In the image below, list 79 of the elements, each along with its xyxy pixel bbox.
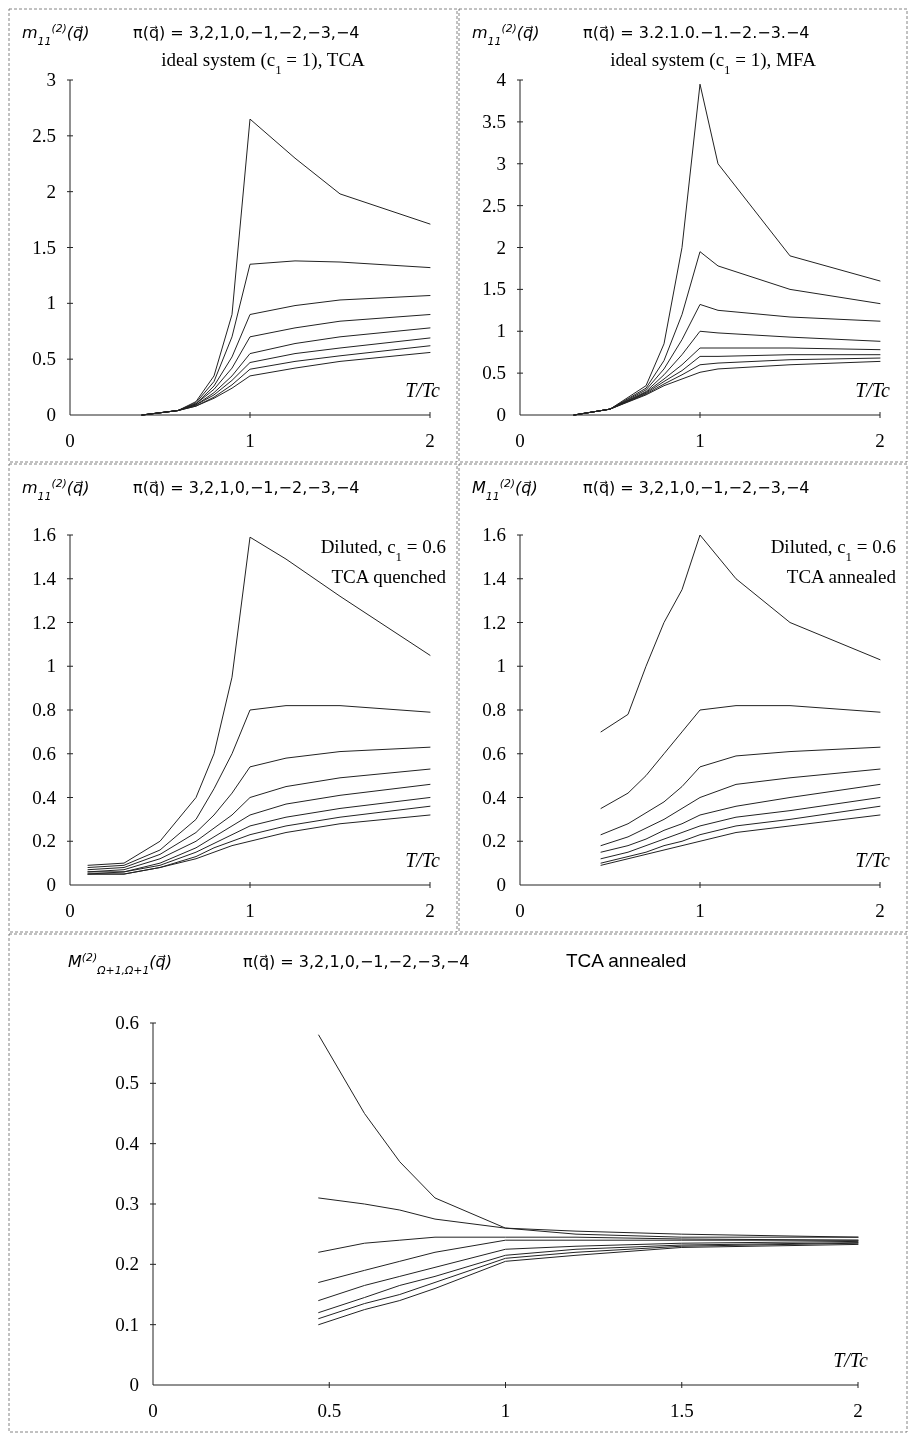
y-tick-label: 0 [496, 404, 506, 425]
y-tick-label: 1.4 [32, 567, 57, 589]
x-tick-label: 1 [245, 900, 255, 921]
y-tick-label: 0.4 [482, 786, 507, 808]
x-tick-label: 0 [148, 1400, 158, 1421]
y-tick-label: 0.6 [32, 742, 56, 764]
y-tick-label: 0 [129, 1374, 139, 1395]
y-tick-label: 0.4 [115, 1132, 140, 1154]
y-tick-label: 0.6 [482, 742, 506, 764]
y-tick-label: 2 [496, 236, 506, 258]
x-tick-label: 0 [515, 900, 525, 921]
y-tick-label: 0.8 [482, 699, 506, 720]
x-tick-label: 2 [425, 430, 435, 451]
y-tick-label: 1.6 [482, 524, 506, 545]
y-tick-label: 2 [46, 180, 56, 202]
x-tick-label: 2 [853, 1400, 863, 1421]
x-axis-title: T/Tc [855, 849, 891, 871]
chart-subtitle: ideal system (c$_{1}$ = 1), MFA [610, 49, 817, 77]
chart-title: π(q⃗) = 3,2,1,0,−1,−2,−3,−4 [243, 952, 470, 971]
x-tick-label: 0.5 [317, 1400, 342, 1421]
y-tick-label: 1.5 [482, 278, 506, 300]
chart-subtitle: Diluted, c$_{1}$ = 0.6 [770, 536, 896, 564]
y-tick-label: 0.6 [115, 1012, 139, 1033]
chart-subtitle: TCA annealed [566, 950, 687, 971]
y-tick-label: 0.5 [482, 362, 506, 384]
x-axis-title: T/Tc [855, 379, 891, 401]
y-tick-label: 1 [46, 292, 56, 314]
y-axis-title: m$_{11}$$^{(2)}$(q⃗) [472, 21, 540, 48]
y-tick-label: 0.3 [115, 1193, 139, 1214]
x-tick-label: 1 [695, 900, 705, 921]
annotation: TCA quenched [331, 566, 447, 587]
y-tick-label: 0.5 [32, 348, 56, 370]
y-tick-label: 3 [496, 152, 506, 174]
y-axis-title: m$_{11}$$^{(2)}$(q⃗) [22, 21, 90, 48]
y-tick-label: 0.4 [32, 786, 57, 808]
x-tick-label: 2 [875, 900, 885, 921]
y-tick-label: 0.2 [32, 830, 56, 852]
chart-title: π(q⃗) = 3,2,1,0,−1,−2,−3,−4 [133, 23, 360, 42]
y-axis-title: M$^{(2)}$$_{Ω+1,Ω+1}$(q⃗) [68, 950, 172, 977]
x-tick-label: 2 [875, 430, 885, 451]
y-tick-label: 3.5 [482, 110, 506, 132]
x-tick-label: 0 [65, 430, 75, 451]
x-axis-title: T/Tc [405, 849, 441, 871]
chart-subtitle: ideal system (c$_{1}$ = 1), TCA [161, 49, 366, 77]
x-tick-label: 0 [515, 430, 525, 451]
chart-title: π(q⃗) = 3,2,1,0,−1,−2,−3,−4 [583, 478, 810, 497]
y-tick-label: 1 [46, 655, 56, 677]
y-tick-label: 1 [496, 655, 506, 677]
y-tick-label: 0.2 [482, 830, 506, 852]
x-axis-title: T/Tc [833, 1349, 869, 1371]
y-axis-title: M$_{11}$$^{(2)}$(q⃗) [472, 476, 538, 503]
y-tick-label: 0.5 [115, 1072, 139, 1094]
chart-title: π(q⃗) = 3,2,1,0,−1,−2,−3,−4 [133, 478, 360, 497]
y-tick-label: 0 [496, 874, 506, 895]
y-tick-label: 1.4 [482, 567, 507, 589]
y-tick-label: 3 [46, 69, 56, 90]
y-tick-label: 1.2 [32, 611, 56, 633]
chart-subtitle: Diluted, c$_{1}$ = 0.6 [320, 536, 446, 564]
x-tick-label: 2 [425, 900, 435, 921]
y-tick-label: 1.6 [32, 524, 56, 545]
y-tick-label: 2.5 [32, 124, 56, 146]
x-axis-title: T/Tc [405, 379, 441, 401]
y-tick-label: 0 [46, 874, 56, 895]
y-tick-label: 1 [496, 320, 506, 342]
x-tick-label: 1 [695, 430, 705, 451]
annotation: TCA annealed [786, 566, 897, 587]
y-tick-label: 1.5 [32, 236, 56, 258]
y-tick-label: 0.2 [115, 1253, 139, 1275]
x-tick-label: 0 [65, 900, 75, 921]
x-tick-label: 1 [245, 430, 255, 451]
chart-title: π(q⃗) = 3.2.1.0.−1.−2.−3.−4 [583, 23, 810, 42]
y-tick-label: 2.5 [482, 194, 506, 216]
y-tick-label: 1.2 [482, 611, 506, 633]
y-tick-label: 0 [46, 404, 56, 425]
x-tick-label: 1.5 [669, 1400, 694, 1421]
y-tick-label: 0.1 [115, 1313, 139, 1335]
y-tick-label: 0.8 [32, 699, 56, 720]
y-tick-label: 4 [496, 69, 507, 90]
y-axis-title: m$_{11}$$^{(2)}$(q⃗) [22, 476, 90, 503]
